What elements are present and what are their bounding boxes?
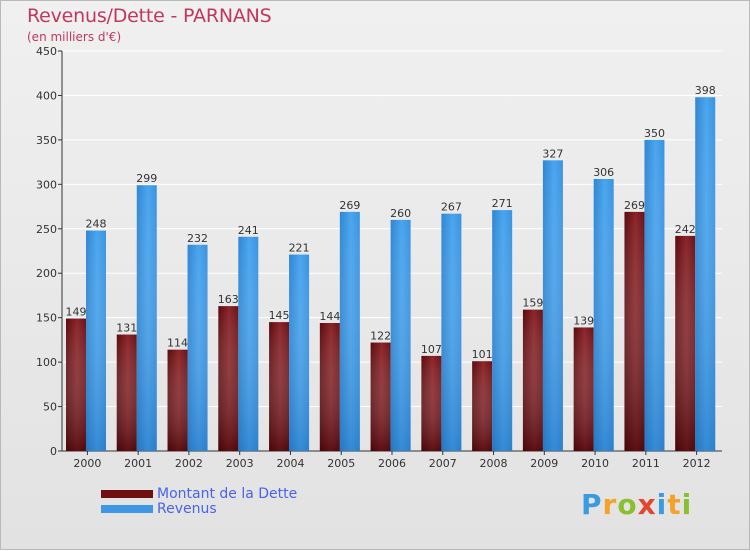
x-tick-label-2009: 2009 — [530, 457, 558, 470]
data-label-debt-2003: 163 — [218, 293, 239, 306]
bar-shade-debt-2009 — [522, 309, 543, 451]
chart-title: Revenus/Dette - PARNANS — [27, 5, 272, 27]
bar-shade-debt-2007 — [421, 355, 442, 451]
bar-shade-revenus-2005 — [339, 211, 360, 451]
bar-shade-revenus-2004 — [289, 254, 310, 451]
x-tick-label-2000: 2000 — [73, 457, 101, 470]
y-tick-label-400: 400 — [36, 89, 57, 102]
data-label-debt-2009: 159 — [522, 297, 543, 310]
legend: Montant de la Dette Revenus — [101, 486, 361, 517]
bar-shade-debt-2005 — [319, 323, 340, 451]
x-tick-label-2006: 2006 — [378, 457, 406, 470]
y-tick-label-200: 200 — [36, 267, 57, 280]
bar-shade-debt-2003 — [218, 306, 239, 451]
y-tick-label-300: 300 — [36, 178, 57, 191]
data-label-revenus-2007: 267 — [441, 201, 462, 214]
bar-shade-revenus-2011 — [644, 139, 665, 451]
data-label-debt-2011: 269 — [624, 199, 645, 212]
chart-subtitle: (en milliers d'€) — [27, 30, 122, 44]
data-label-revenus-2009: 327 — [542, 147, 563, 160]
bar-shade-debt-2011 — [624, 211, 645, 451]
bar-shade-debt-2008 — [472, 361, 493, 451]
y-tick-label-250: 250 — [36, 223, 57, 236]
data-label-revenus-2006: 260 — [390, 207, 411, 220]
data-label-revenus-2003: 241 — [238, 224, 259, 237]
proxiti-logo: Proxiti — [581, 488, 693, 521]
data-label-debt-2000: 149 — [66, 306, 87, 319]
data-label-debt-2001: 131 — [116, 322, 137, 335]
bar-shade-revenus-2006 — [390, 219, 411, 451]
bar-shade-revenus-2003 — [238, 236, 259, 451]
x-tick-label-2011: 2011 — [632, 457, 660, 470]
data-label-revenus-2005: 269 — [339, 199, 360, 212]
data-label-debt-2005: 144 — [319, 310, 340, 323]
x-tick-label-2010: 2010 — [581, 457, 609, 470]
bar-shade-revenus-2012 — [695, 97, 716, 451]
bar-shade-debt-2001 — [116, 334, 137, 451]
x-tick-label-2012: 2012 — [683, 457, 711, 470]
y-tick-label-0: 0 — [50, 445, 57, 458]
x-tick-label-2003: 2003 — [226, 457, 254, 470]
y-tick-label-50: 50 — [43, 401, 57, 414]
data-label-revenus-2011: 350 — [644, 127, 665, 140]
data-label-revenus-2002: 232 — [187, 232, 208, 245]
legend-item-debt: Montant de la Dette — [101, 486, 361, 502]
y-tick-label-100: 100 — [36, 356, 57, 369]
data-labels: 149 248 131 299 114 232 163 241 145 221 144 269 122 2… — [66, 84, 716, 361]
data-label-debt-2004: 145 — [269, 309, 290, 322]
x-tick-label-2007: 2007 — [429, 457, 457, 470]
bar-shade-revenus-2009 — [542, 160, 563, 452]
bar-shade-debt-2004 — [269, 322, 290, 451]
y-tick-label-450: 450 — [36, 45, 57, 58]
y-tick-label-150: 150 — [36, 312, 57, 325]
bar-shade-revenus-2001 — [136, 185, 157, 451]
x-tick-label-2008: 2008 — [480, 457, 508, 470]
bar-shade-revenus-2010 — [593, 179, 614, 451]
data-label-debt-2007: 107 — [421, 343, 442, 356]
bar-shade-revenus-2002 — [187, 244, 208, 451]
bar-shade-revenus-2008 — [492, 210, 513, 451]
data-label-revenus-2012: 398 — [695, 84, 716, 97]
data-label-revenus-2004: 221 — [289, 242, 310, 255]
bar-shade-debt-2012 — [675, 235, 696, 451]
x-tick-label-2005: 2005 — [327, 457, 355, 470]
data-label-debt-2010: 139 — [573, 314, 594, 327]
data-label-revenus-2010: 306 — [593, 166, 614, 179]
bar-shade-debt-2000 — [66, 318, 86, 451]
x-tick-label-2004: 2004 — [276, 457, 304, 470]
bars — [66, 97, 716, 452]
bar-shade-debt-2002 — [167, 349, 188, 451]
legend-swatch-revenus — [101, 505, 153, 513]
legend-label-revenus: Revenus — [157, 501, 217, 517]
bar-shade-revenus-2000 — [86, 230, 106, 451]
bar-shade-debt-2010 — [573, 327, 594, 451]
x-tick-label-2001: 2001 — [124, 457, 152, 470]
y-tick-label-350: 350 — [36, 134, 57, 147]
data-label-revenus-2008: 271 — [492, 197, 513, 210]
bar-shade-revenus-2007 — [441, 213, 462, 451]
data-label-revenus-2001: 299 — [136, 172, 157, 185]
data-label-debt-2008: 101 — [472, 348, 493, 361]
legend-item-revenus: Revenus — [101, 501, 361, 517]
legend-label-debt: Montant de la Dette — [157, 486, 298, 502]
data-label-debt-2006: 122 — [370, 330, 391, 343]
data-label-debt-2002: 114 — [167, 337, 188, 350]
data-label-debt-2012: 242 — [675, 223, 696, 236]
legend-swatch-debt — [101, 490, 153, 498]
bar-shade-debt-2006 — [370, 342, 391, 451]
data-label-revenus-2000: 248 — [86, 218, 107, 231]
x-tick-label-2002: 2002 — [175, 457, 203, 470]
